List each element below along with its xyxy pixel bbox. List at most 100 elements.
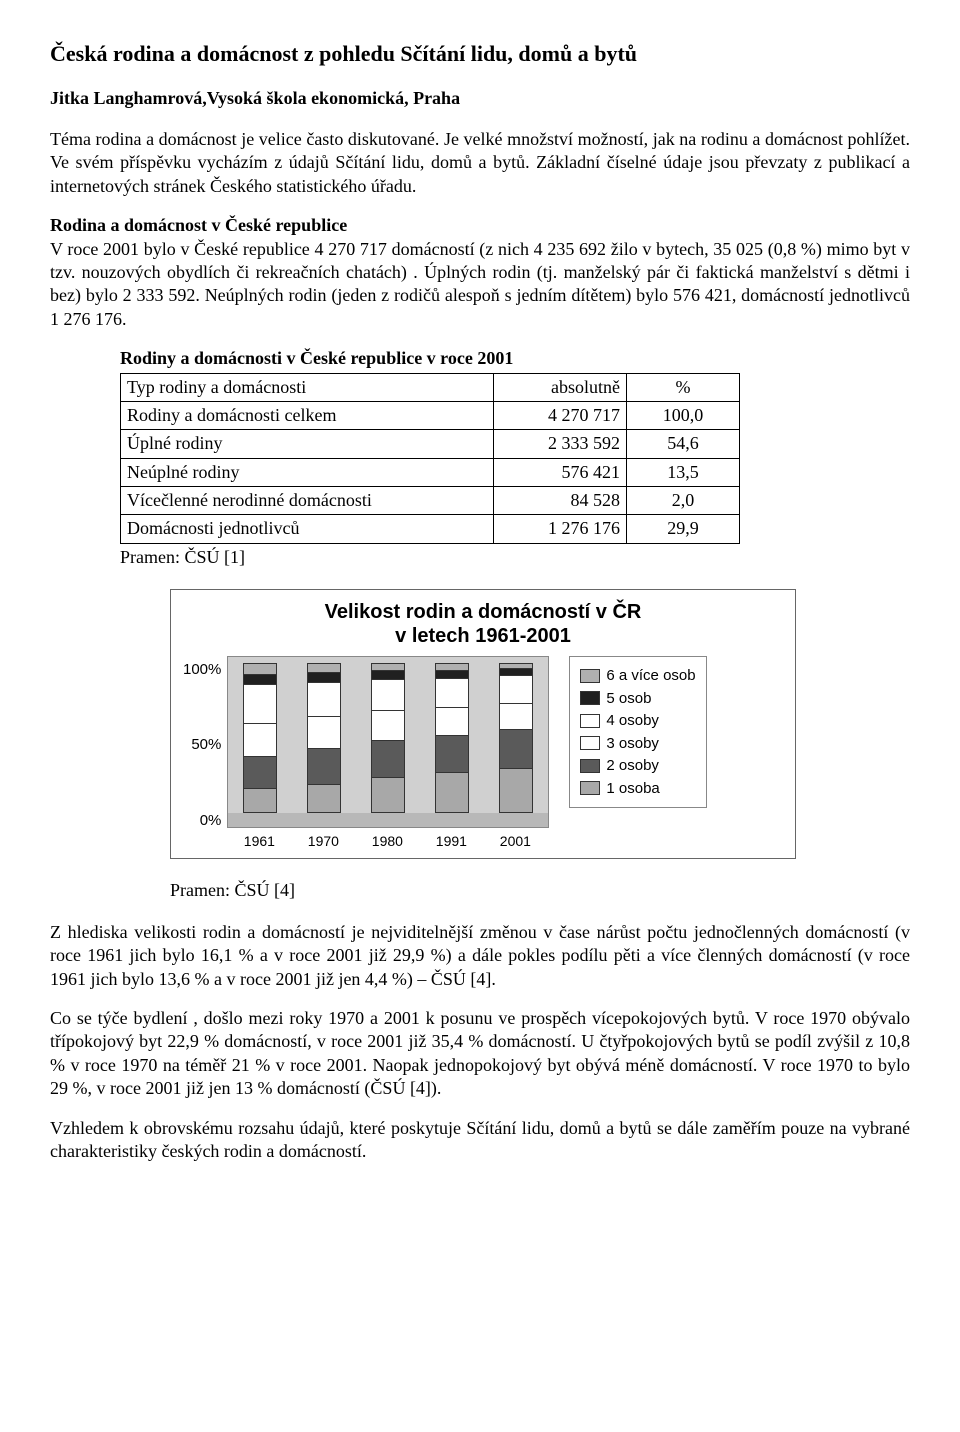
- bar-segment: [308, 716, 340, 749]
- bar: [499, 663, 533, 813]
- y-tick-label: 100%: [183, 660, 221, 680]
- legend-label: 3 osoby: [606, 734, 659, 754]
- table-source: Pramen: ČSÚ [1]: [120, 546, 910, 569]
- legend-item: 3 osoby: [580, 734, 695, 754]
- table-cell: 54,6: [627, 430, 740, 458]
- bar-segment: [244, 684, 276, 723]
- y-tick-label: 0%: [183, 811, 221, 831]
- intro-paragraph: Téma rodina a domácnost je velice často …: [50, 128, 910, 198]
- y-tick-label: 50%: [183, 735, 221, 755]
- legend-item: 1 osoba: [580, 779, 695, 799]
- x-tick-label: 1991: [436, 832, 467, 850]
- bar: [307, 663, 341, 813]
- table-cell: 576 421: [494, 458, 627, 486]
- chart-container: Velikost rodin a domácností v ČR v letec…: [170, 589, 796, 859]
- paragraph-2: Z hlediska velikosti rodin a domácností …: [50, 921, 910, 991]
- bar-segment: [372, 777, 404, 813]
- bar-segment: [244, 756, 276, 789]
- bar: [371, 663, 405, 813]
- bar-segment: [500, 675, 532, 703]
- bar-segment: [244, 674, 276, 684]
- bar-segment: [436, 707, 468, 735]
- section1-paragraph: Rodina a domácnost v České republice V r…: [50, 214, 910, 331]
- bar-segment: [372, 670, 404, 679]
- bar-segment: [372, 740, 404, 777]
- table-row: Neúplné rodiny576 42113,5: [121, 458, 740, 486]
- table-cell: 84 528: [494, 487, 627, 515]
- table-cell: 2 333 592: [494, 430, 627, 458]
- x-tick-label: 2001: [500, 832, 531, 850]
- bar: [435, 663, 469, 813]
- legend-label: 4 osoby: [606, 711, 659, 731]
- legend-label: 1 osoba: [606, 779, 659, 799]
- legend-label: 5 osob: [606, 689, 651, 709]
- chart-title: Velikost rodin a domácností v ČR v letec…: [183, 600, 783, 648]
- x-tick-label: 1961: [244, 832, 275, 850]
- paragraph-3: Co se týče bydlení , došlo mezi roky 197…: [50, 1007, 910, 1101]
- x-tick-label: 1980: [372, 832, 403, 850]
- legend-item: 2 osoby: [580, 756, 695, 776]
- table-cell: 13,5: [627, 458, 740, 486]
- table-cell: Rodiny a domácnosti celkem: [121, 401, 494, 429]
- section1-body: V roce 2001 bylo v České republice 4 270…: [50, 239, 910, 329]
- section1-heading: Rodina a domácnost v České republice: [50, 215, 347, 235]
- table-header-cell: %: [627, 373, 740, 401]
- legend-label: 2 osoby: [606, 756, 659, 776]
- bar-segment: [244, 664, 276, 674]
- legend-swatch: [580, 714, 600, 728]
- author-line: Jitka Langhamrová,Vysoká škola ekonomick…: [50, 87, 910, 110]
- legend-swatch: [580, 781, 600, 795]
- legend-swatch: [580, 736, 600, 750]
- table-row: Domácnosti jednotlivců1 276 17629,9: [121, 515, 740, 543]
- table-title: Rodiny a domácnosti v České republice v …: [120, 347, 910, 370]
- x-tick-label: 1970: [308, 832, 339, 850]
- table-header-cell: absolutně: [494, 373, 627, 401]
- table-cell: 2,0: [627, 487, 740, 515]
- bar-segment: [308, 748, 340, 784]
- bar-segment: [500, 668, 532, 675]
- legend-swatch: [580, 759, 600, 773]
- table-row: Vícečlenné nerodinné domácnosti84 5282,0: [121, 487, 740, 515]
- bar-segment: [436, 772, 468, 812]
- bar-segment: [436, 735, 468, 772]
- bar-segment: [500, 768, 532, 812]
- bar-segment: [308, 682, 340, 716]
- table-header-cell: Typ rodiny a domácnosti: [121, 373, 494, 401]
- legend-swatch: [580, 691, 600, 705]
- legend-item: 5 osob: [580, 689, 695, 709]
- bar-segment: [372, 710, 404, 740]
- table-block: Rodiny a domácnosti v České republice v …: [120, 347, 910, 569]
- table-cell: 4 270 717: [494, 401, 627, 429]
- paragraph-4: Vzhledem k obrovskému rozsahu údajů, kte…: [50, 1117, 910, 1164]
- legend-label: 6 a více osob: [606, 666, 695, 686]
- bar-segment: [308, 672, 340, 682]
- bar-segment: [436, 670, 468, 678]
- table-cell: Neúplné rodiny: [121, 458, 494, 486]
- table-cell: 1 276 176: [494, 515, 627, 543]
- legend-item: 4 osoby: [580, 711, 695, 731]
- chart-x-axis: 1961 1970 1980 1991 2001: [227, 832, 547, 850]
- households-table: Typ rodiny a domácnostiabsolutně%Rodiny …: [120, 373, 740, 544]
- bar-segment: [372, 679, 404, 710]
- bar-segment: [308, 784, 340, 812]
- chart-source: Pramen: ČSÚ [4]: [170, 879, 910, 902]
- chart-y-axis: 100% 50% 0%: [183, 656, 227, 830]
- bar-segment: [436, 678, 468, 708]
- bar-segment: [308, 664, 340, 672]
- table-cell: 29,9: [627, 515, 740, 543]
- chart-plot-area: [227, 656, 549, 828]
- table-row: Rodiny a domácnosti celkem4 270 717100,0: [121, 401, 740, 429]
- page-title: Česká rodina a domácnost z pohledu Sčítá…: [50, 40, 910, 69]
- chart-legend: 6 a více osob 5 osob4 osoby 3 osoby2 osoby…: [569, 656, 706, 808]
- table-cell: Vícečlenné nerodinné domácnosti: [121, 487, 494, 515]
- bar: [243, 663, 277, 813]
- table-cell: 100,0: [627, 401, 740, 429]
- table-cell: Domácnosti jednotlivců: [121, 515, 494, 543]
- bar-segment: [500, 729, 532, 767]
- bar-segment: [500, 703, 532, 730]
- bar-segment: [244, 788, 276, 812]
- table-cell: Úplné rodiny: [121, 430, 494, 458]
- legend-item: 6 a více osob: [580, 666, 695, 686]
- legend-swatch: [580, 669, 600, 683]
- bar-segment: [244, 723, 276, 756]
